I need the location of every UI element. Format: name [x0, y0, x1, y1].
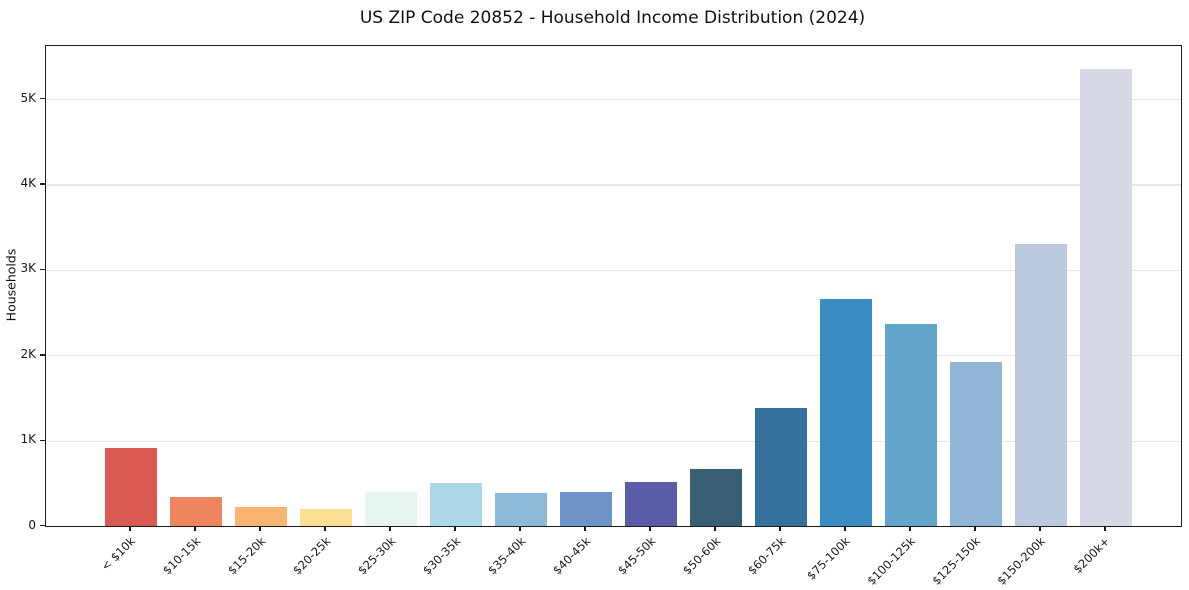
- bar: [625, 482, 677, 526]
- x-tick-mark: [584, 526, 586, 531]
- gridline: [46, 269, 1181, 271]
- bar: [1080, 69, 1132, 526]
- y-tick-mark: [40, 98, 45, 100]
- y-tick-mark: [40, 268, 45, 271]
- bar: [885, 323, 937, 526]
- y-tick-mark: [40, 439, 45, 441]
- x-tick-mark: [779, 526, 781, 531]
- x-tick-mark: [714, 526, 716, 531]
- gridline: [46, 440, 1181, 442]
- bar: [690, 468, 742, 526]
- y-tick-label: 0: [28, 517, 36, 532]
- y-axis-label: Households: [3, 248, 19, 322]
- bar: [950, 362, 1002, 526]
- x-tick-mark: [1104, 526, 1106, 531]
- y-tick-label: 4K: [20, 175, 36, 190]
- bar: [560, 492, 612, 526]
- bar: [365, 491, 417, 526]
- x-tick-mark: [519, 526, 521, 531]
- x-tick-mark: [129, 526, 131, 531]
- bar: [820, 298, 872, 526]
- chart-title: US ZIP Code 20852 - Household Income Dis…: [359, 8, 866, 28]
- bar: [755, 408, 807, 526]
- x-tick-mark: [974, 526, 976, 531]
- x-tick-mark: [259, 526, 261, 531]
- y-tick-mark: [40, 525, 45, 527]
- bar: [1015, 244, 1067, 526]
- x-tick-mark: [649, 526, 651, 531]
- y-tick-mark: [40, 354, 45, 356]
- gridline: [46, 184, 1181, 186]
- x-tick-mark: [1039, 526, 1041, 531]
- y-tick-label: 5K: [20, 90, 36, 105]
- y-tick-label: 2K: [20, 346, 36, 361]
- x-tick-mark: [909, 526, 911, 531]
- y-tick-label: 1K: [20, 432, 36, 447]
- bar: [300, 509, 352, 526]
- bar: [170, 496, 222, 526]
- bar: [430, 483, 482, 526]
- x-tick-mark: [194, 526, 196, 531]
- bar: [235, 507, 287, 526]
- y-tick-mark: [40, 183, 45, 185]
- y-tick-label: 3K: [20, 261, 36, 276]
- gridline: [46, 99, 1181, 101]
- x-tick-mark: [324, 526, 326, 531]
- plot-area: [45, 45, 1182, 527]
- gridline: [46, 355, 1181, 357]
- x-tick-mark: [454, 526, 456, 531]
- bar: [105, 448, 157, 526]
- bar: [495, 493, 547, 526]
- x-tick-mark: [844, 526, 846, 531]
- x-tick-mark: [389, 526, 391, 531]
